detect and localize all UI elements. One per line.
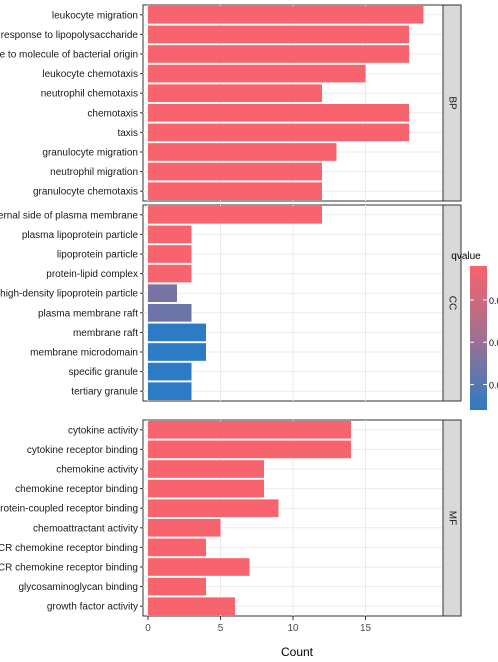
facet-strip — [442, 4, 462, 202]
bar — [148, 84, 322, 103]
bar — [148, 518, 221, 537]
category-label: CCR chemokine receptor binding — [0, 563, 138, 574]
bar — [148, 303, 192, 322]
category-label: high-density lipoprotein particle — [0, 289, 138, 300]
category-label: leukocyte chemotaxis — [42, 69, 138, 80]
x-axis-title: Count — [281, 645, 314, 659]
facet-panel-cc: external side of plasma membrane plasma l… — [0, 204, 462, 402]
bar — [148, 162, 322, 181]
category-label: response to molecule of bacterial origin — [0, 50, 138, 61]
category-label: glycosaminoglycan binding — [18, 582, 138, 593]
bar — [148, 143, 337, 161]
facet-strip-label: BP — [446, 96, 457, 110]
legend-tick-label: 0.03 — [489, 381, 498, 391]
bar — [148, 460, 264, 478]
category-label: granulocyte chemotaxis — [33, 187, 138, 198]
category-label: chemokine activity — [56, 465, 138, 476]
bar — [148, 343, 206, 361]
bar — [148, 420, 351, 439]
category-label: membrane microdomain — [30, 348, 138, 359]
facet-panels: leukocyte migration response to lipopolys… — [0, 4, 462, 617]
bar — [148, 123, 409, 142]
category-label: taxis — [117, 128, 138, 139]
category-label: growth factor activity — [47, 602, 138, 613]
category-label: plasma membrane raft — [38, 308, 138, 319]
bar — [148, 558, 250, 576]
x-tick-label: 10 — [287, 623, 299, 634]
category-label: granulocyte migration — [42, 148, 138, 159]
category-label: CXCR chemokine receptor binding — [0, 543, 138, 554]
x-tick-label: 15 — [360, 623, 372, 634]
bar — [148, 577, 206, 596]
bar — [148, 440, 351, 459]
category-label: response to lipopolysaccharide — [1, 30, 139, 41]
category-label: membrane raft — [73, 328, 138, 339]
x-axis: 0 5 10 15 — [145, 616, 371, 634]
bar — [148, 103, 409, 122]
category-label: chemokine receptor binding — [15, 484, 138, 495]
facet-panel-bp: leukocyte migration response to lipopolys… — [0, 4, 462, 202]
bar — [148, 264, 192, 283]
bar — [148, 323, 206, 342]
category-label: neutrophil chemotaxis — [41, 89, 138, 100]
facet-panel-mf: cytokine activity cytokine receptor bindi… — [0, 419, 462, 617]
legend-colorbar — [470, 266, 487, 410]
legend-tick-label: 0.02 — [489, 338, 498, 348]
legend-title: qvalue — [451, 251, 481, 262]
bar — [148, 538, 206, 557]
legend-tick-label: 0.01 — [489, 296, 498, 306]
bar — [148, 479, 264, 498]
bar — [148, 245, 192, 263]
category-label: chemoattractant activity — [33, 523, 138, 534]
category-label: chemotaxis — [87, 108, 138, 119]
category-label: cytokine receptor binding — [27, 445, 138, 456]
x-tick-label: 0 — [145, 623, 151, 634]
bar — [148, 205, 322, 224]
category-label: external side of plasma membrane — [0, 210, 138, 221]
bar — [148, 25, 409, 44]
facet-strip — [442, 419, 462, 617]
category-label: lipoprotein particle — [57, 250, 139, 261]
category-label: protein-lipid complex — [46, 269, 138, 280]
bar — [148, 597, 235, 616]
x-tick-label: 5 — [218, 623, 224, 634]
category-label: plasma lipoprotein particle — [22, 230, 139, 241]
bar — [148, 5, 424, 24]
category-label: neutrophil migration — [50, 167, 138, 178]
category-label: tertiary granule — [71, 387, 138, 398]
category-label: G protein-coupled receptor binding — [0, 504, 138, 515]
bar — [148, 64, 366, 83]
legend: qvalue 0.01 0.02 0.03 — [451, 251, 498, 410]
bar — [148, 284, 177, 303]
bar — [148, 45, 409, 63]
facet-strip-label: MF — [446, 511, 457, 525]
bar — [148, 362, 192, 381]
bar — [148, 499, 279, 518]
bar — [148, 382, 192, 401]
bar — [148, 225, 192, 244]
facet-strip — [442, 204, 462, 402]
category-label: cytokine activity — [68, 425, 138, 436]
category-label: leukocyte migration — [52, 10, 138, 21]
category-label: specific granule — [69, 367, 139, 378]
facet-strip-label: CC — [446, 296, 457, 310]
bar — [148, 182, 322, 201]
